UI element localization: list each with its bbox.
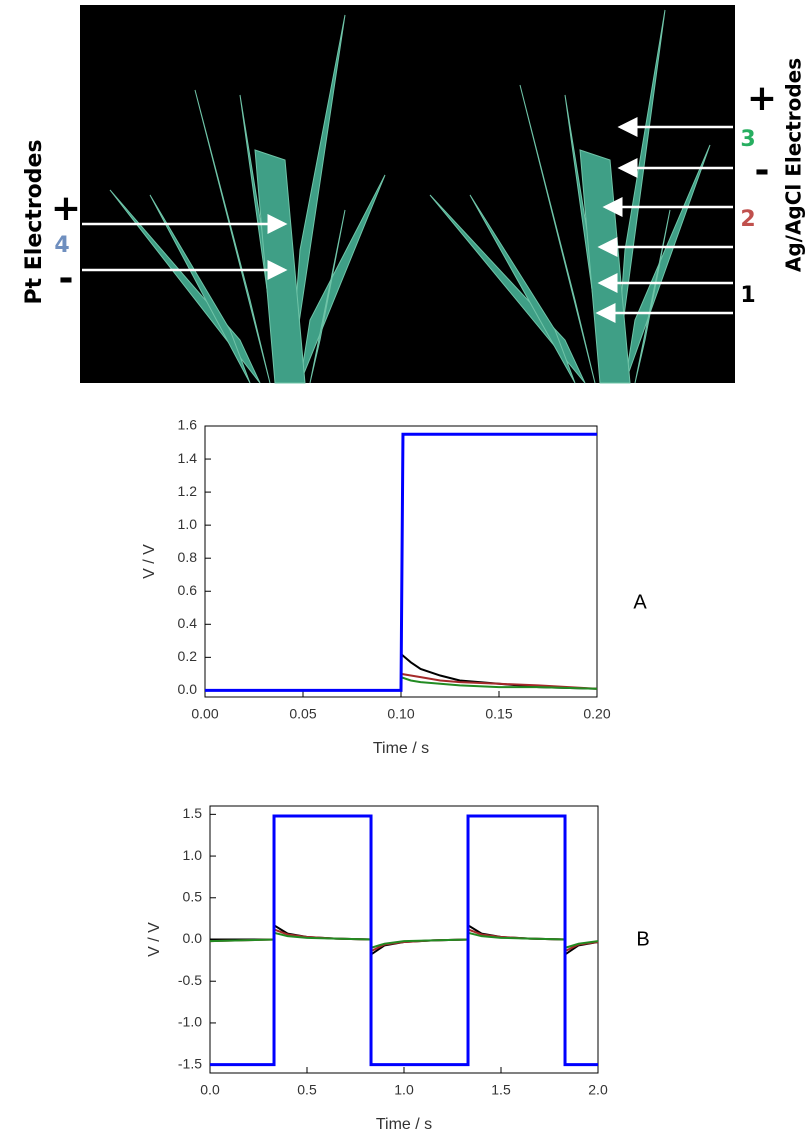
y-tick-label: 1.0: [178, 516, 198, 532]
y-tick-label: 0.4: [178, 615, 198, 631]
y-tick-label: -0.5: [178, 972, 202, 988]
panel-label: A: [633, 591, 647, 613]
left-label: Pt Electrodes: [22, 139, 47, 304]
x-tick-label: 0.15: [485, 706, 512, 722]
x-tick-label: 1.5: [491, 1082, 511, 1098]
left-plus: +: [51, 188, 81, 229]
y-tick-label: 0.5: [183, 888, 203, 904]
y-tick-label: 0.0: [183, 930, 203, 946]
x-axis-label: Time / s: [373, 740, 429, 757]
y-axis-label: V / V: [146, 922, 163, 957]
right-minus: -: [755, 150, 770, 191]
right-plus: +: [747, 78, 777, 119]
electrode-label: 2: [740, 207, 755, 232]
y-tick-label: 1.2: [178, 483, 198, 499]
series-line: [210, 814, 598, 1067]
series-line: [209, 931, 599, 950]
panel-label: B: [636, 928, 649, 950]
y-tick-label: 0.8: [178, 549, 198, 565]
x-tick-label: 0.0: [200, 1082, 220, 1098]
x-tick-label: 2.0: [588, 1082, 608, 1098]
y-tick-label: 1.6: [178, 417, 198, 433]
x-tick-label: 0.20: [583, 706, 610, 722]
y-tick-label: 1.5: [183, 805, 203, 821]
y-tick-label: 1.0: [183, 847, 203, 863]
y-tick-label: -1.0: [178, 1014, 202, 1030]
y-tick-label: -1.5: [178, 1055, 202, 1071]
x-tick-label: 0.5: [297, 1082, 317, 1098]
x-tick-label: 0.05: [289, 706, 316, 722]
x-tick-label: 0.10: [387, 706, 414, 722]
right-label: Ag/AgCl Electrodes: [782, 58, 806, 272]
series-line: [205, 432, 597, 692]
x-tick-label: 1.0: [394, 1082, 414, 1098]
photo: Pt Electrodes + 4 - Ag/AgCl Electrodes +…: [22, 5, 806, 384]
left-minus: -: [59, 258, 74, 299]
x-axis-label: Time / s: [376, 1116, 432, 1133]
x-tick-label: 0.00: [191, 706, 218, 722]
y-tick-label: 1.4: [178, 450, 198, 466]
left-number: 4: [54, 233, 69, 258]
electrode-label: 3: [740, 127, 755, 152]
y-tick-label: 0.6: [178, 582, 198, 598]
electrode-label: 1: [740, 283, 755, 308]
y-tick-label: 0.0: [178, 681, 198, 697]
y-tick-label: 0.2: [178, 648, 198, 664]
y-axis-label: V / V: [141, 544, 158, 579]
